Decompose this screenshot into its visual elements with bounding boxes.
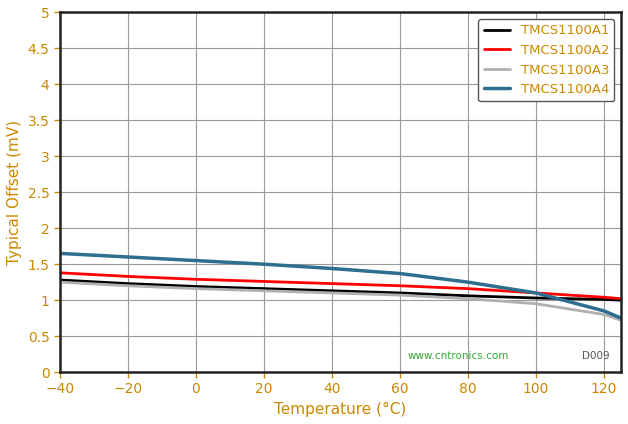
TMCS1100A1 [260, 286, 268, 291]
TMCS1100A2 [328, 281, 336, 286]
TMCS1100A2 [396, 283, 404, 288]
TMCS1100A2 [124, 274, 132, 279]
TMCS1100A3 [260, 288, 268, 293]
TMCS1100A3 [328, 290, 336, 296]
TMCS1100A3 [600, 312, 608, 317]
TMCS1100A1 [600, 297, 608, 302]
TMCS1100A2 [56, 270, 63, 275]
TMCS1100A4 [617, 315, 625, 321]
TMCS1100A3 [56, 279, 63, 285]
Line: TMCS1100A2: TMCS1100A2 [60, 273, 621, 298]
TMCS1100A1 [56, 277, 63, 282]
TMCS1100A1 [617, 298, 625, 303]
TMCS1100A4 [533, 290, 540, 296]
TMCS1100A4 [464, 279, 472, 285]
TMCS1100A4 [396, 271, 404, 276]
TMCS1100A3 [124, 283, 132, 288]
TMCS1100A2 [192, 277, 200, 282]
TMCS1100A1 [396, 290, 404, 296]
TMCS1100A1 [192, 284, 200, 289]
X-axis label: Temperature (°C): Temperature (°C) [274, 402, 406, 417]
TMCS1100A4 [124, 254, 132, 259]
TMCS1100A4 [328, 266, 336, 271]
TMCS1100A4 [192, 258, 200, 263]
TMCS1100A3 [533, 301, 540, 306]
TMCS1100A1 [124, 281, 132, 286]
TMCS1100A4 [260, 262, 268, 267]
TMCS1100A2 [260, 279, 268, 284]
TMCS1100A4 [56, 251, 63, 256]
TMCS1100A2 [617, 296, 625, 301]
TMCS1100A2 [464, 286, 472, 291]
TMCS1100A2 [533, 290, 540, 296]
Line: TMCS1100A3: TMCS1100A3 [60, 282, 621, 320]
TMCS1100A4 [600, 308, 608, 313]
TMCS1100A1 [328, 288, 336, 293]
TMCS1100A3 [192, 286, 200, 291]
TMCS1100A1 [533, 296, 540, 301]
Legend: TMCS1100A1, TMCS1100A2, TMCS1100A3, TMCS1100A4: TMCS1100A1, TMCS1100A2, TMCS1100A3, TMCS… [479, 19, 614, 101]
TMCS1100A1 [464, 293, 472, 298]
TMCS1100A3 [396, 293, 404, 298]
Line: TMCS1100A1: TMCS1100A1 [60, 280, 621, 300]
TMCS1100A3 [464, 296, 472, 301]
Line: TMCS1100A4: TMCS1100A4 [60, 254, 621, 318]
Text: D009: D009 [582, 351, 610, 361]
Text: www.cntronics.com: www.cntronics.com [408, 351, 509, 361]
TMCS1100A3 [617, 318, 625, 323]
Y-axis label: Typical Offset (mV): Typical Offset (mV) [7, 120, 22, 265]
TMCS1100A2 [600, 295, 608, 300]
